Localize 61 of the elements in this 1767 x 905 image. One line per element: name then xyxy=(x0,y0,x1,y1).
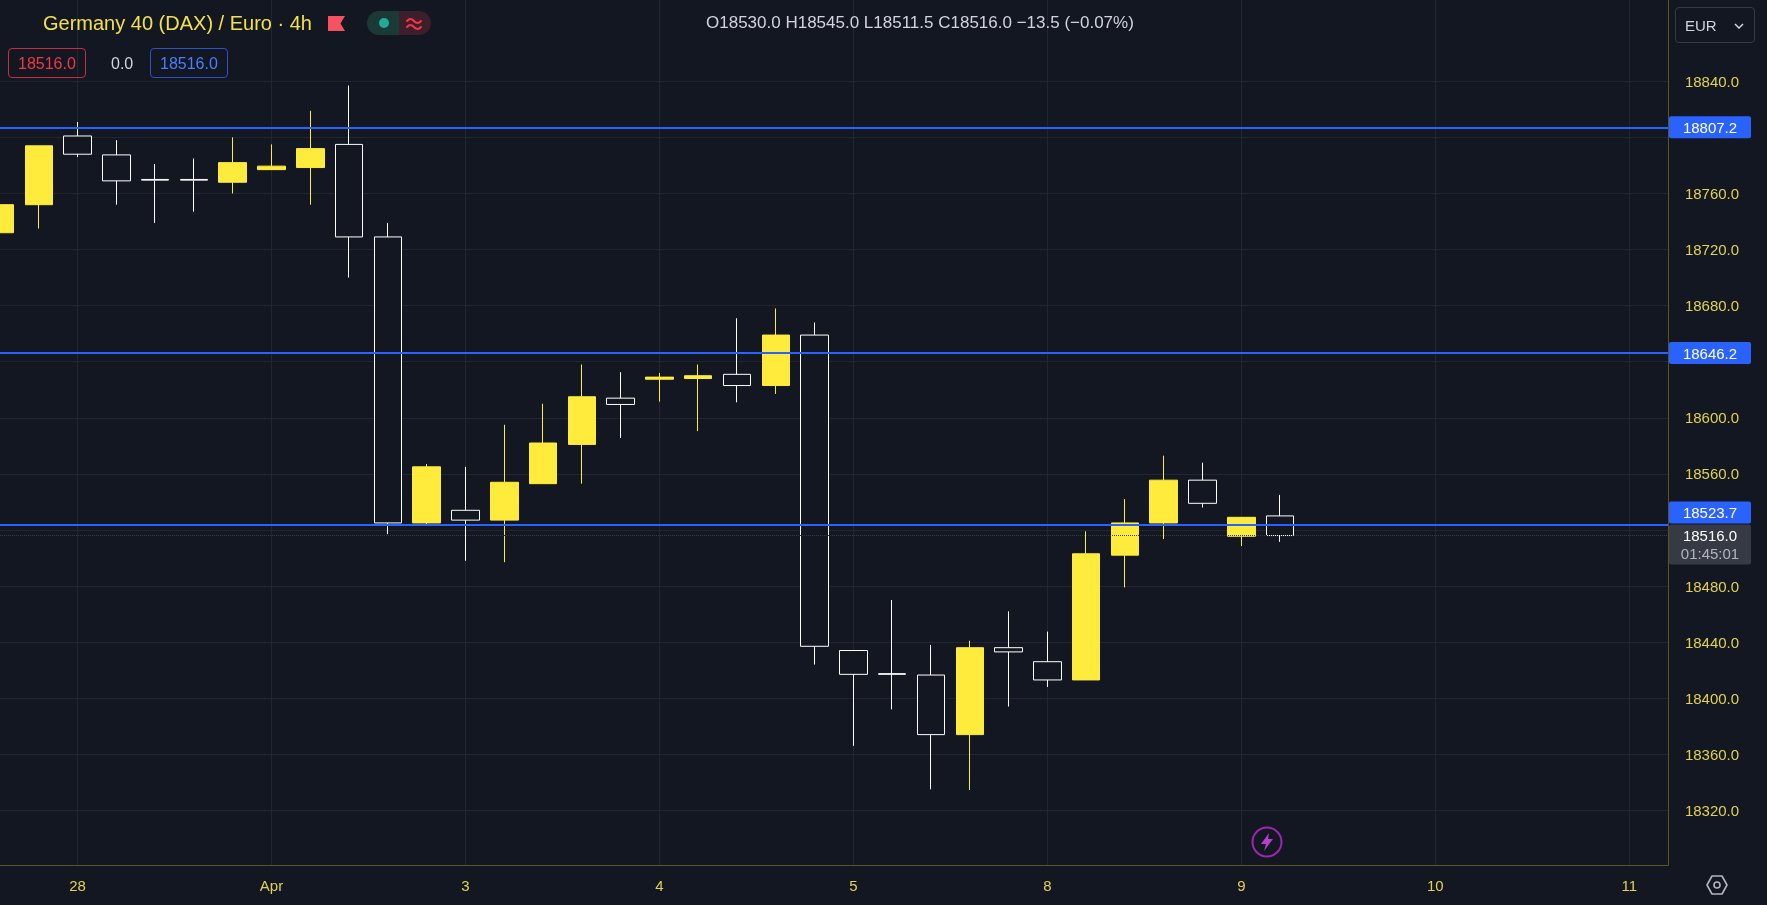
y-tick-label: 18840.0 xyxy=(1684,72,1740,90)
candlestick xyxy=(296,110,325,206)
y-tick-label: 18600.0 xyxy=(1684,409,1740,427)
candlestick xyxy=(1149,455,1178,540)
candlestick xyxy=(917,644,945,790)
candlestick xyxy=(839,650,868,747)
annotation: 0.0 xyxy=(110,54,135,74)
y-tick-label: 18760.0 xyxy=(1684,184,1740,202)
annotation: 18516.0 xyxy=(8,48,86,78)
x-tick-label: 4 xyxy=(655,877,664,894)
y-tick-label: 18480.0 xyxy=(1684,577,1740,595)
candlestick xyxy=(606,371,635,439)
y-tick-label: 18320.0 xyxy=(1684,801,1740,819)
candlestick xyxy=(645,372,674,403)
x-tick-label: 5 xyxy=(849,877,858,894)
x-tick-label: 3 xyxy=(461,877,470,894)
y-tick-label: 18560.0 xyxy=(1684,465,1740,483)
candlestick xyxy=(1072,530,1100,681)
x-tick-label: 10 xyxy=(1426,877,1444,894)
candlestick xyxy=(684,364,712,432)
candlestick xyxy=(529,403,557,485)
ref-line-label: 18523.7 xyxy=(1682,504,1738,522)
candlestick xyxy=(800,321,829,666)
candlestick xyxy=(1111,498,1139,588)
candlestick xyxy=(762,307,790,395)
y-tick-label: 18440.0 xyxy=(1684,633,1740,651)
ref-line-label: 18516.0 01:45:01 xyxy=(1680,527,1740,563)
x-tick-label: 28 xyxy=(69,877,86,894)
candlestick xyxy=(374,222,402,535)
text: O18530.0 H18545.0 L18511.5 C18516.0 −13.5 (−0.07%) xyxy=(706,13,1134,33)
candlestick xyxy=(956,640,984,791)
text: Germany 40 (DAX) / Euro · 4h xyxy=(43,11,312,35)
candlestick xyxy=(102,139,131,206)
candlestick xyxy=(723,317,751,403)
y-tick-label: 18680.0 xyxy=(1684,297,1740,315)
candlestick xyxy=(490,424,519,563)
candlestick xyxy=(257,143,286,171)
candlestick xyxy=(878,599,906,710)
candlestick xyxy=(63,121,92,158)
text: EUR xyxy=(1685,16,1717,34)
x-tick-label: 9 xyxy=(1237,877,1246,894)
candlestick xyxy=(180,157,208,213)
candlestick xyxy=(412,463,441,525)
ref-line-label: 18807.2 xyxy=(1682,118,1738,136)
y-tick-label: 18400.0 xyxy=(1684,689,1740,707)
y-tick-label: 18360.0 xyxy=(1684,745,1740,763)
candlestick xyxy=(141,163,169,224)
candlestick xyxy=(568,364,596,485)
x-tick-label: 8 xyxy=(1043,877,1052,894)
x-tick-label: Apr xyxy=(259,877,284,894)
x-tick-label: 11 xyxy=(1621,877,1637,894)
candlestick xyxy=(1188,462,1217,508)
annotation: 18516.0 xyxy=(150,48,228,78)
candlestick xyxy=(218,136,247,194)
candlestick xyxy=(25,145,53,230)
candlestick xyxy=(335,85,363,279)
candlestick xyxy=(1033,631,1062,688)
ref-line-label: 18646.2 xyxy=(1682,344,1738,362)
candlestick xyxy=(451,466,480,562)
y-tick-label: 18720.0 xyxy=(1684,241,1740,259)
candlestick xyxy=(994,610,1023,708)
